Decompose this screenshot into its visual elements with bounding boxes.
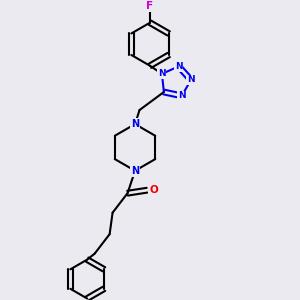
Text: O: O: [149, 185, 158, 195]
Text: N: N: [131, 166, 139, 176]
Text: F: F: [146, 1, 154, 11]
Text: N: N: [158, 69, 166, 78]
Text: N: N: [175, 62, 182, 71]
Text: N: N: [178, 91, 186, 100]
Text: N: N: [131, 119, 139, 129]
Text: N: N: [187, 76, 195, 85]
